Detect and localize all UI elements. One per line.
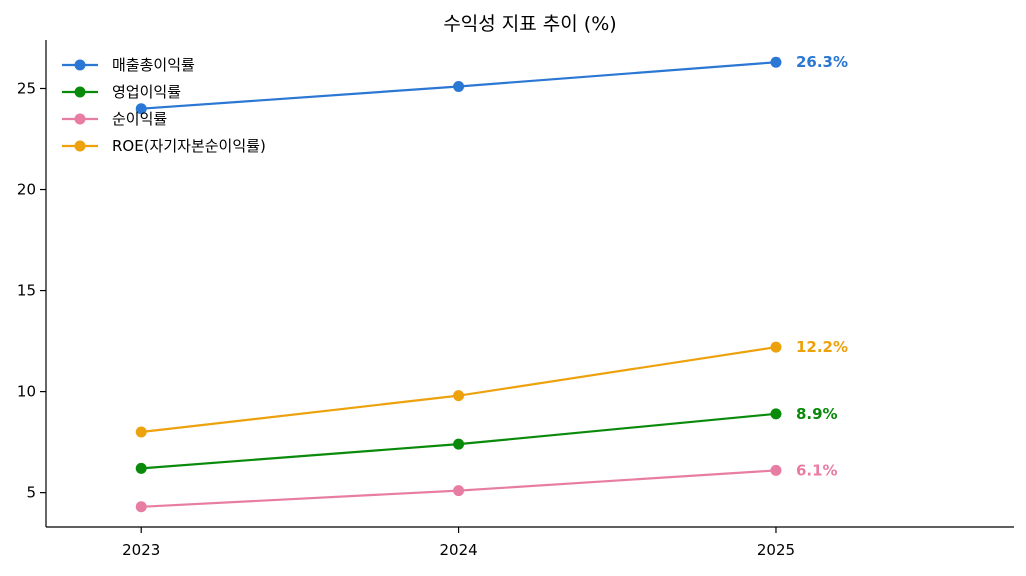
data-point: [135, 426, 147, 438]
series-1: [135, 408, 782, 474]
legend-item: 순이익률: [62, 110, 167, 128]
y-tick-label: 25: [17, 79, 36, 97]
series-0: [135, 56, 782, 115]
data-point: [770, 408, 782, 420]
data-point: [770, 341, 782, 353]
end-value-label: 26.3%: [796, 53, 848, 71]
legend-swatch-marker: [74, 86, 86, 98]
data-point: [453, 390, 465, 402]
y-tick-label: 15: [17, 282, 36, 300]
series-line: [141, 346, 777, 434]
legend-swatch-marker: [74, 140, 86, 152]
x-tick-label: 2023: [122, 541, 160, 559]
data-point: [135, 103, 147, 115]
data-point: [453, 80, 465, 92]
data-point: [135, 501, 147, 513]
data-point: [453, 438, 465, 450]
data-point: [453, 485, 465, 497]
chart-title: 수익성 지표 추이 (%): [443, 13, 616, 35]
legend-label: ROE(자기자본순이익률): [112, 137, 266, 155]
x-tick-label: 2024: [439, 541, 477, 559]
end-labels: 26.3% 8.9% 6.1% 12.2%: [796, 53, 848, 479]
series-layer: [135, 56, 782, 513]
end-value-label: 6.1%: [796, 461, 838, 479]
y-tick-label: 20: [17, 181, 36, 199]
end-value-label: 8.9%: [796, 405, 838, 423]
legend-label: 매출총이익률: [112, 56, 195, 74]
legend-swatch-marker: [74, 59, 86, 71]
x-tick-label: 2025: [757, 541, 795, 559]
data-point: [135, 462, 147, 474]
legend-label: 순이익률: [112, 110, 167, 128]
legend-swatch-marker: [74, 113, 86, 125]
series-3: [135, 341, 782, 438]
end-value-label: 12.2%: [796, 338, 848, 356]
legend-item: 영업이익률: [62, 83, 181, 101]
legend-label: 영업이익률: [112, 83, 181, 101]
data-point: [770, 464, 782, 476]
y-tick-label: 5: [26, 484, 36, 502]
y-tick-label: 10: [17, 383, 36, 401]
legend-item: ROE(자기자본순이익률): [62, 137, 266, 155]
data-point: [770, 56, 782, 68]
legend-item: 매출총이익률: [62, 56, 195, 74]
series-2: [135, 464, 782, 513]
